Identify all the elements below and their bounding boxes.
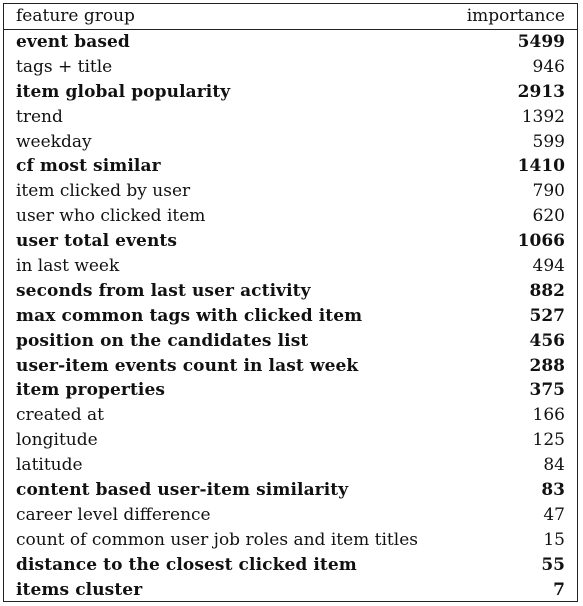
- importance-cell: 494: [532, 256, 565, 277]
- importance-cell: 288: [529, 355, 566, 376]
- table-row: user who clicked item 620: [4, 204, 577, 229]
- table-row: item clicked by user 790: [4, 179, 577, 204]
- table-row: position on the candidates list 456: [4, 329, 577, 354]
- importance-cell: 790: [532, 181, 565, 202]
- table-row: career level difference 47: [4, 503, 577, 528]
- feature-group-cell: created at: [16, 405, 104, 426]
- feature-group-cell: weekday: [16, 131, 92, 152]
- importance-cell: 84: [543, 455, 565, 476]
- table-row: content based user-item similarity 83: [4, 478, 577, 503]
- feature-group-cell: item properties: [16, 380, 166, 401]
- table-header-row: feature group importance: [4, 4, 577, 30]
- feature-group-cell: seconds from last user activity: [16, 280, 311, 301]
- table-row: count of common user job roles and item …: [4, 528, 577, 553]
- feature-group-cell: longitude: [16, 430, 98, 451]
- importance-cell: 1392: [521, 106, 565, 127]
- importance-cell: 125: [532, 430, 565, 451]
- importance-cell: 620: [532, 206, 565, 227]
- table-row: user-item events count in last week 288: [4, 354, 577, 379]
- table-row: items cluster 7: [4, 578, 577, 603]
- feature-group-cell: user who clicked item: [16, 206, 206, 227]
- importance-cell: 456: [529, 330, 566, 351]
- feature-group-cell: event based: [16, 32, 130, 52]
- importance-cell: 599: [532, 131, 565, 152]
- feature-group-cell: item clicked by user: [16, 181, 191, 202]
- feature-group-cell: user-item events count in last week: [16, 355, 359, 376]
- feature-group-cell: content based user-item similarity: [16, 480, 349, 501]
- importance-cell: 55: [541, 554, 565, 575]
- importance-cell: 882: [529, 280, 566, 301]
- importance-cell: 375: [529, 380, 566, 401]
- table-row: cf most similar 1410: [4, 154, 577, 179]
- importance-cell: 166: [532, 405, 565, 426]
- importance-cell: 527: [529, 305, 566, 326]
- table-body: event based 5499 tags + title 946 item globa…: [4, 30, 577, 601]
- importance-cell: 7: [553, 579, 565, 600]
- table-row: distance to the closest clicked item 55: [4, 553, 577, 578]
- feature-group-cell: user total events: [16, 231, 178, 252]
- importance-cell: 47: [543, 504, 565, 525]
- table-row: max common tags with clicked item 527: [4, 304, 577, 329]
- importance-cell: 83: [541, 480, 565, 501]
- importance-cell: 15: [543, 529, 565, 550]
- table-row: item properties 375: [4, 378, 577, 403]
- importance-cell: 946: [532, 56, 565, 77]
- table-row: created at 166: [4, 403, 577, 428]
- feature-group-cell: cf most similar: [16, 156, 161, 177]
- column-header-feature-group: feature group: [16, 6, 135, 26]
- importance-cell: 1410: [517, 156, 565, 177]
- table-row: longitude 125: [4, 428, 577, 453]
- feature-group-cell: max common tags with clicked item: [16, 305, 363, 326]
- feature-group-cell: distance to the closest clicked item: [16, 554, 357, 575]
- table-row: seconds from last user activity 882: [4, 279, 577, 304]
- table-row: weekday 599: [4, 130, 577, 155]
- feature-group-cell: tags + title: [16, 56, 113, 77]
- table-row: item global popularity 2913: [4, 80, 577, 105]
- feature-group-cell: latitude: [16, 455, 83, 476]
- feature-group-cell: item global popularity: [16, 81, 231, 102]
- feature-group-cell: position on the candidates list: [16, 330, 309, 351]
- feature-importance-table: feature group importance event based 5499…: [3, 3, 578, 602]
- column-header-importance: importance: [466, 6, 565, 26]
- importance-cell: 1066: [517, 231, 565, 252]
- importance-cell: 5499: [517, 32, 565, 52]
- table-row: tags + title 946: [4, 55, 577, 80]
- feature-group-cell: career level difference: [16, 504, 211, 525]
- table-row: trend 1392: [4, 105, 577, 130]
- feature-group-cell: count of common user job roles and item …: [16, 529, 418, 550]
- feature-group-cell: trend: [16, 106, 63, 127]
- table-row: latitude 84: [4, 453, 577, 478]
- feature-group-cell: items cluster: [16, 579, 143, 600]
- importance-cell: 2913: [517, 81, 565, 102]
- feature-group-cell: in last week: [16, 256, 120, 277]
- table-row: in last week 494: [4, 254, 577, 279]
- table-row: user total events 1066: [4, 229, 577, 254]
- table-row: event based 5499: [4, 30, 577, 55]
